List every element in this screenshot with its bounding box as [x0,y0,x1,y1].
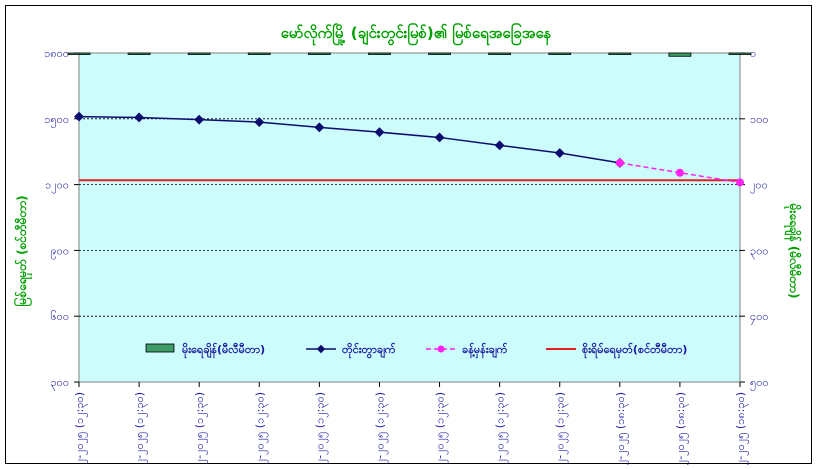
legend-label: မိုးရေချိန်(မီလီမီတာ) [182,342,265,359]
chart-canvas: မော်လိုက်မြို့ (ချင်းတွင်းမြစ်)၏ မြစ်ရေအ… [12,22,803,465]
x-tick-label: ၁၈-၁၂-၂၀၂၅ (၁၂:၃၀) [554,392,569,465]
observed-point [74,111,84,122]
x-tick-label: ၁၅-၁၂-၂၀၂၅ (၁၂:၃၀) [373,392,388,465]
x-tick-label: ၁၇-၁၂-၂၀၂၅ (၁၂:၃၀) [494,392,509,465]
right-tick-label: ၄၀၀ [750,310,769,325]
rainfall-bar [247,52,271,55]
forecast-point [675,168,684,177]
observed-point [254,117,265,128]
rainfall-bar [368,52,391,55]
legend-marker-observed [316,344,326,354]
observed-point [494,140,505,151]
legend-label: ခန့်မှန်းချက် [462,342,508,359]
rainfall-bar [67,52,91,55]
forecast-point [736,178,744,187]
rainfall-bar [307,52,331,55]
right-axis-title: မိုးရေချိန် (မီလီမီတာ) [783,203,803,299]
rainfall-bar [187,52,211,55]
plot-background [78,52,741,383]
right-tick-label: ၂၀၀ [750,179,768,194]
chart-title: မော်လိုက်မြို့ (ချင်းတွင်းမြစ်)၏ မြစ်ရေအ… [281,22,552,46]
legend-swatch-rainfall [145,343,175,353]
left-axis-title: မြစ်ရေမှတ် (စင်တီမီတာ) [12,195,33,306]
observed-point [134,112,145,123]
legend-label: စိုးရိမ်ရေမှတ်(စင်တီမီတာ) [582,342,687,359]
forecast-point [615,158,624,167]
legend: မိုးရေချိန်(မီလီမီတာ) တိုင်းတွာချက် ခန့်မှ… [145,342,687,359]
legend-marker-forecast [437,345,445,353]
x-tick-label: ၂၀-၁၂-၂၀၂၅ (၁၈:၃၀) [674,392,689,465]
left-tick-label: ၉၀၀ [50,244,69,259]
left-tick-label: ၁၈၀၀ [44,47,69,60]
chart-frame: မော်လိုက်မြို့ (ချင်းတွင်းမြစ်)၏ မြစ်ရေအ… [5,5,812,465]
plot-area [78,52,741,383]
left-tick-label: ၆၀၀ [50,310,69,323]
observed-point [554,148,565,158]
x-tick-label: ၁၃-၁၂-၂၀၂၅ (၁၂:၃၀) [253,392,268,465]
right-tick-label: ၃၀၀ [750,244,769,259]
left-axis: ၃၀၀ ၆၀၀ ၉၀၀ ၁၂၀၀ ၁၅၀၀ ၁၈၀၀ [44,47,79,391]
rainfall-bar [668,52,692,57]
x-tick-label: ၂၁-၁၂-၂၀၂၅ (၁၈:၃၀) [734,392,749,465]
left-tick-label: ၁၂၀၀ [45,179,69,194]
observed-point [194,114,205,125]
series-layer [67,52,752,187]
x-tick-label: ၁၀-၁၂-၂၀၂၅ (၁၂:၃၀) [73,392,88,465]
rainfall-bar [548,52,572,55]
right-tick-label: ၅၀၀ [750,376,769,391]
observed-line [78,115,620,164]
rainfall-bar [488,52,512,55]
x-tick-label: ၁၉-၁၂-၂၀၂၅ (၁၈:၃၀) [614,392,629,465]
left-tick-label: ၁၅၀၀ [44,113,69,128]
right-tick-label: ၀ [750,47,756,60]
left-tick-label: ၃၀၀ [50,376,69,391]
rainfall-bar [428,52,451,55]
x-axis: ၁၀-၁၂-၂၀၂၅ (၁၂:၃၀) ၁၁-၁၂-၂၀၂၅ (၁၂:၃၀) ၁၂-၁… [73,382,749,465]
x-tick-label: ၁၁-၁၂-၂၀၂၅ (၁၂:၃၀) [133,392,148,465]
rainfall-bar [728,52,752,55]
observed-point [374,127,385,138]
x-tick-label: ၁၂-၁၂-၂၀၂၅ (၁၂:၃၀) [193,392,208,465]
legend-label: တိုင်းတွာချက် [342,342,396,359]
rainfall-bar [608,52,632,55]
x-tick-label: ၁၆-၁၂-၂၀၂၅ (၁၂:၃၀) [434,392,449,465]
x-tick-label: ၁၄-၁၂-၂၀၂၅ (၁၂:၃၀) [313,392,328,465]
rainfall-bar [127,52,151,55]
right-tick-label: ၁၀၀ [750,113,769,126]
